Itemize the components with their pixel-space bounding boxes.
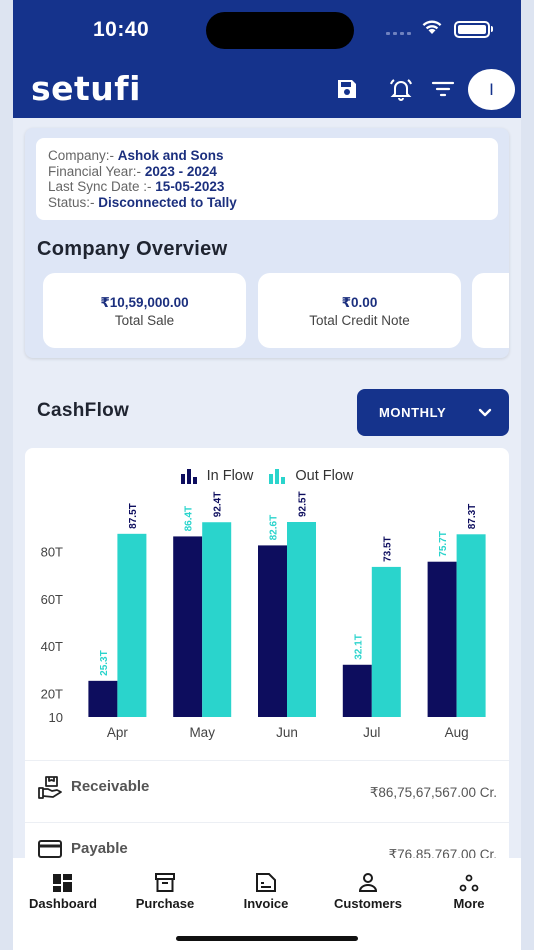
last-sync-date: 15-05-2023 (155, 179, 225, 194)
y-tick-label: 60T (41, 592, 63, 607)
home-indicator (176, 936, 358, 941)
x-tick-label: Apr (107, 725, 129, 740)
bar-data-label: 92.4T (213, 492, 224, 518)
bar-in-flow (173, 536, 203, 717)
x-tick-label: May (189, 725, 215, 740)
last-sync-line: Last Sync Date :- 15-05-2023 (48, 179, 225, 194)
notification-bell-icon[interactable] (386, 74, 416, 104)
bar-out-flow (202, 522, 232, 717)
nav-customers[interactable]: Customers (318, 870, 418, 911)
bar-in-flow (258, 545, 287, 717)
x-tick-label: Aug (445, 725, 469, 740)
connection-status: Disconnected to Tally (98, 194, 237, 210)
bottom-navigation: Dashboard Purchase Invoice Customers Mor… (13, 858, 521, 950)
app-bar: setufi I (13, 62, 521, 118)
save-icon[interactable] (332, 74, 362, 104)
financial-year: 2023 - 2024 (144, 163, 217, 179)
chart-legend: In Flow Out Flow (25, 468, 509, 484)
y-tick-label: 20T (41, 686, 63, 701)
bar-data-label: 82.6T (269, 515, 280, 541)
y-tick-label: 80T (41, 545, 63, 560)
nav-purchase[interactable]: Purchase (115, 870, 215, 911)
bar-data-label: 87.5T (128, 503, 139, 529)
bar-data-label: 73.5T (382, 536, 393, 562)
period-dropdown-label: MONTHLY (379, 405, 447, 420)
y-tick-label: 40T (41, 639, 63, 654)
filter-icon[interactable] (428, 74, 458, 104)
nav-more[interactable]: More (419, 870, 519, 911)
cashflow-title: CashFlow (37, 400, 130, 421)
dashboard-icon (53, 874, 72, 892)
wifi-icon (422, 20, 442, 34)
user-avatar[interactable]: I (468, 69, 515, 110)
financial-year-line: Financial Year:- 2023 - 2024 (48, 163, 217, 179)
app-logo: setufi (31, 69, 141, 108)
overview-card-total-sale[interactable]: ₹10,59,000.00 Total Sale (43, 273, 246, 348)
status-bar: 10:40 (13, 0, 521, 62)
x-tick-label: Jul (363, 725, 380, 740)
cellular-signal-icon (386, 32, 414, 36)
dashboard-content: Company:- Ashok and Sons Financial Year:… (13, 118, 521, 858)
cashflow-chart-card: In Flow Out Flow 10 20T 40T 60T 80T 25.3T 87.5… (25, 448, 509, 858)
invoice-icon (256, 873, 276, 892)
dynamic-island (206, 12, 354, 49)
bar-data-label: 32.1T (353, 634, 364, 660)
company-card: Company:- Ashok and Sons Financial Year:… (25, 128, 509, 358)
battery-icon (454, 21, 490, 38)
company-line: Company:- Ashok and Sons (48, 148, 224, 163)
bar-data-label: 86.4T (184, 506, 195, 532)
person-icon (358, 873, 378, 892)
status-line: Status:- Disconnected to Tally (48, 194, 237, 210)
archive-box-icon (155, 873, 175, 892)
bar-data-label: 87.3T (467, 504, 478, 530)
more-dots-icon (459, 874, 479, 892)
period-dropdown[interactable]: MONTHLY (357, 389, 509, 436)
bar-out-flow (371, 566, 401, 717)
payable-row[interactable]: Payable ₹76,85,767.00 Cr. (25, 822, 509, 858)
bar-out-flow (456, 534, 486, 717)
bar-in-flow (427, 561, 457, 717)
legend-out-flow[interactable]: Out Flow (269, 468, 353, 484)
bar-out-flow (287, 522, 316, 717)
credit-card-icon (38, 840, 62, 858)
status-time: 10:40 (93, 18, 150, 41)
chevron-down-icon (478, 408, 492, 417)
bar-data-label: 25.3T (99, 650, 110, 676)
bar-in-flow (342, 664, 372, 717)
nav-dashboard[interactable]: Dashboard (13, 870, 113, 911)
y-tick-label: 10 (49, 710, 63, 725)
bar-data-label: 75.7T (438, 531, 449, 557)
bar-chart-icon (269, 468, 286, 484)
company-info-box: Company:- Ashok and Sons Financial Year:… (36, 138, 498, 220)
bar-in-flow (88, 680, 118, 717)
legend-in-flow[interactable]: In Flow (180, 468, 253, 484)
overview-card-partial[interactable] (472, 273, 509, 348)
cashflow-bar-chart: 10 20T 40T 60T 80T 25.3T 87.5T Apr 86.4T 92.4T May… (41, 491, 486, 740)
nav-invoice[interactable]: Invoice (216, 870, 316, 911)
hand-receive-icon (38, 776, 62, 799)
overview-card-total-credit-note[interactable]: ₹0.00 Total Credit Note (258, 273, 461, 348)
company-overview-title: Company Overview (37, 238, 228, 260)
receivable-row[interactable]: Receivable ₹86,75,67,567.00 Cr. (25, 760, 509, 822)
x-tick-label: Jun (276, 725, 298, 740)
bar-out-flow (117, 533, 147, 717)
company-name: Ashok and Sons (117, 148, 224, 163)
bar-data-label: 92.5T (298, 491, 309, 517)
bar-chart-icon (180, 468, 197, 484)
